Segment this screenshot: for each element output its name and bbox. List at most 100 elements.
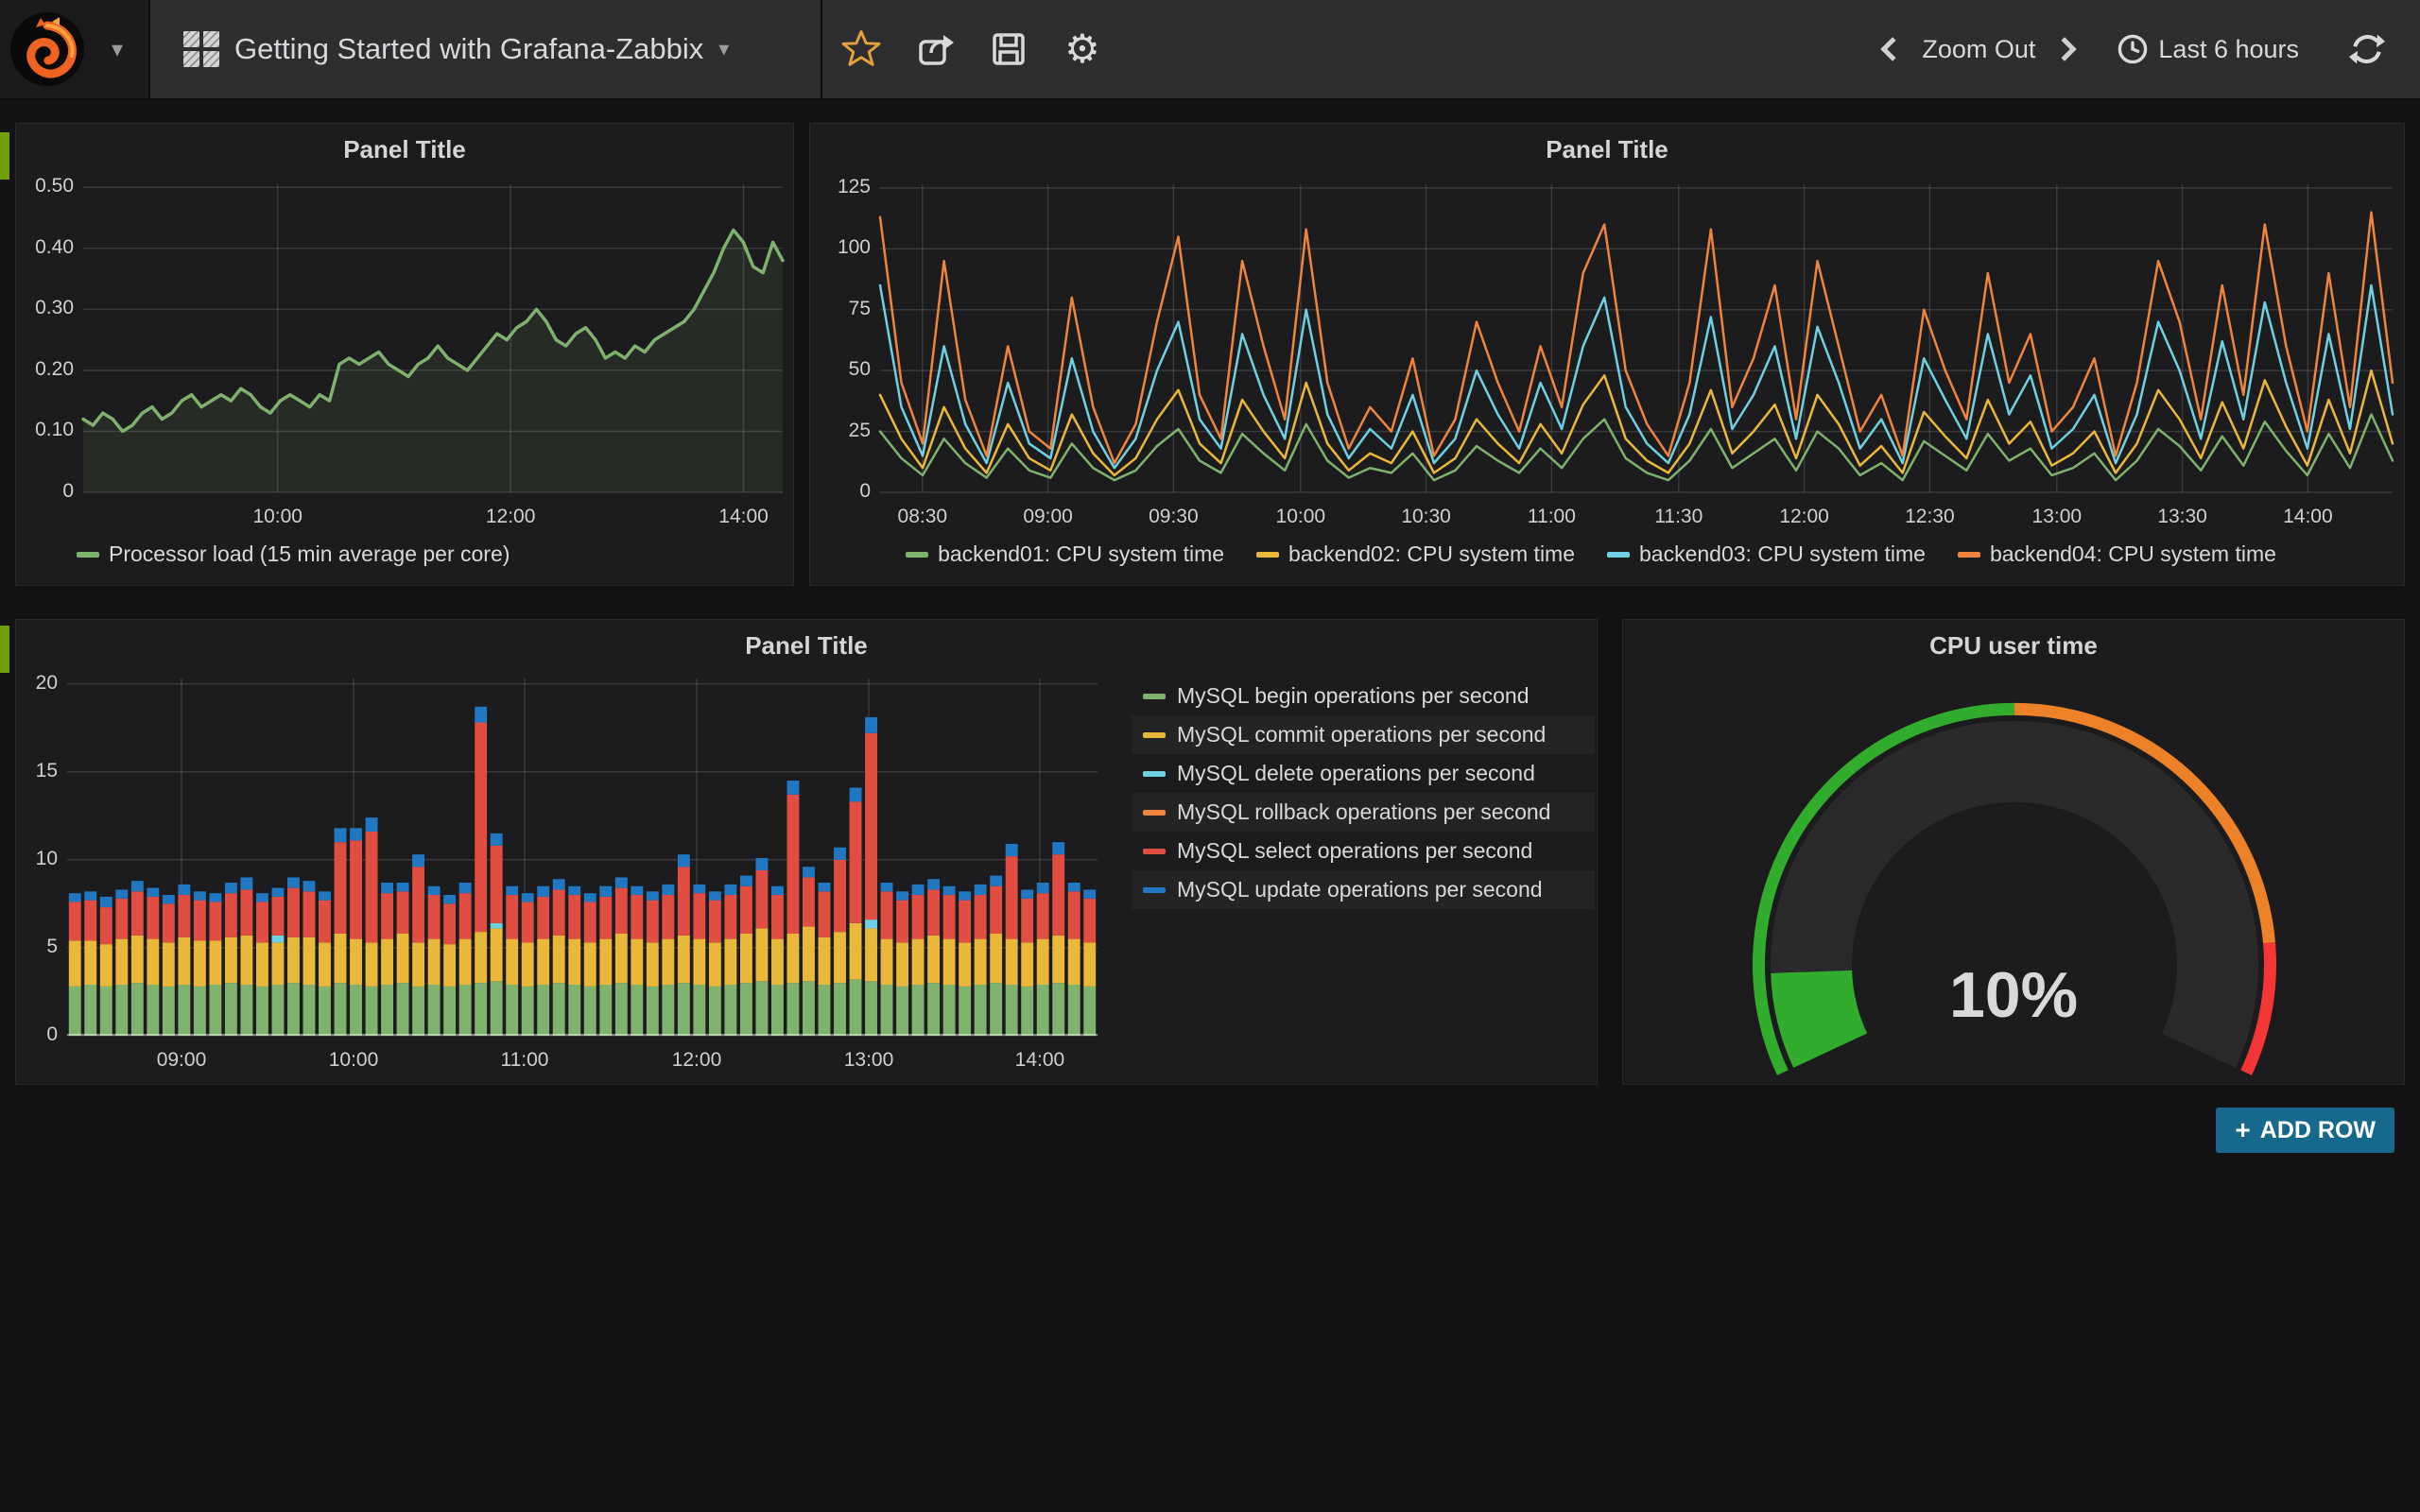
settings-button[interactable]: ⚙ — [1059, 0, 1106, 98]
x-axis-tick: 13:00 — [843, 1049, 894, 1071]
y-axis-tick: 0.40 — [35, 235, 74, 258]
legend-item[interactable]: MySQL delete operations per second — [1132, 754, 1595, 793]
panel-mysql-operations: Panel Title MySQL begin operations per s… — [15, 619, 1598, 1085]
legend-color-dash — [1143, 809, 1166, 816]
save-button[interactable] — [985, 0, 1032, 98]
panel-cpu-system-time: Panel Title backend01: CPU system time ba… — [809, 123, 2405, 586]
y-axis-tick: 20 — [35, 671, 58, 694]
cpu-user-time-gauge — [1623, 620, 2406, 1086]
star-icon — [841, 30, 881, 66]
y-axis-tick: 0.10 — [35, 419, 74, 441]
legend-item[interactable]: backend02: CPU system time — [1256, 541, 1575, 567]
legend-color-dash — [77, 551, 99, 558]
panel-title[interactable]: Panel Title — [1546, 135, 1668, 163]
chevron-left-icon[interactable] — [1880, 37, 1906, 61]
legend-series-label: backend04: CPU system time — [1989, 541, 2276, 566]
panel-title[interactable]: CPU user time — [1929, 631, 2098, 660]
gauge-value: 10% — [1948, 959, 2079, 1031]
x-axis-tick: 09:00 — [156, 1049, 207, 1071]
x-axis-tick: 09:00 — [1023, 506, 1073, 527]
zoom-out-button[interactable]: Zoom Out — [1922, 34, 2036, 63]
legend-item[interactable]: backend04: CPU system time — [1957, 541, 2276, 567]
x-axis-tick: 10:30 — [1401, 506, 1451, 527]
legend-item[interactable]: MySQL begin operations per second — [1132, 677, 1595, 715]
y-axis-tick: 25 — [848, 419, 871, 441]
legend-series-label: MySQL delete operations per second — [1177, 761, 1535, 785]
legend-color-dash — [1607, 551, 1630, 558]
gear-icon: ⚙ — [1064, 26, 1100, 71]
add-row-label: ADD ROW — [2259, 1116, 2376, 1143]
legend-series-label: MySQL begin operations per second — [1177, 683, 1530, 708]
x-axis-tick: 12:00 — [671, 1049, 722, 1071]
x-axis-tick: 13:00 — [2031, 506, 2083, 527]
legend-item[interactable]: MySQL update operations per second — [1132, 870, 1595, 909]
legend-color-dash — [1957, 551, 1980, 558]
share-button[interactable] — [911, 0, 959, 98]
legend-item[interactable]: MySQL select operations per second — [1132, 832, 1595, 870]
y-axis-tick: 125 — [837, 175, 871, 198]
dashboard-grid-icon — [183, 31, 219, 67]
legend-color-dash — [1143, 693, 1166, 699]
x-axis-tick: 14:00 — [718, 506, 769, 527]
x-axis-tick: 11:00 — [500, 1049, 549, 1071]
legend-series-label: backend02: CPU system time — [1288, 541, 1575, 566]
x-axis-tick: 10:00 — [252, 506, 302, 527]
x-axis-tick: 14:00 — [2283, 506, 2333, 527]
legend-series-label: MySQL update operations per second — [1177, 877, 1543, 902]
time-range-label: Last 6 hours — [2158, 34, 2299, 63]
y-axis-tick: 5 — [46, 935, 58, 957]
legend-item[interactable]: Processor load (15 min average per core) — [77, 541, 510, 567]
legend-color-dash — [906, 551, 929, 558]
star-button[interactable] — [838, 0, 885, 98]
y-axis-tick: 0 — [859, 480, 871, 502]
y-axis-tick: 15 — [35, 759, 58, 782]
refresh-button[interactable] — [2348, 30, 2386, 68]
x-axis-tick: 13:30 — [2157, 506, 2207, 527]
x-axis-tick: 11:30 — [1654, 506, 1703, 527]
row-toggle-strip[interactable] — [0, 626, 9, 673]
plus-icon: + — [2235, 1115, 2251, 1144]
y-axis-tick: 0 — [46, 1023, 58, 1045]
legend-color-dash — [1143, 886, 1166, 893]
y-axis-tick: 10 — [35, 847, 58, 869]
processor-load-plot[interactable] — [81, 184, 785, 493]
grafana-logo-icon — [10, 12, 84, 86]
x-axis-tick: 09:30 — [1149, 506, 1199, 527]
panel-cpu-user-time: CPU user time 10% — [1622, 619, 2405, 1085]
legend-series-label: backend01: CPU system time — [938, 541, 1225, 566]
legend-item[interactable]: backend01: CPU system time — [906, 541, 1224, 567]
cpu-system-time-plot[interactable] — [878, 184, 2394, 493]
panel-processor-load: Panel Title Processor load (15 min avera… — [15, 123, 794, 586]
legend-color-dash — [1143, 731, 1166, 738]
x-axis-tick: 08:30 — [897, 506, 948, 527]
x-axis-tick: 14:00 — [1014, 1049, 1065, 1071]
legend-item[interactable]: backend03: CPU system time — [1607, 541, 1926, 567]
share-icon — [919, 35, 954, 65]
legend-item[interactable]: MySQL commit operations per second — [1132, 715, 1595, 754]
legend-series-label: MySQL rollback operations per second — [1177, 799, 1551, 824]
legend-item[interactable]: MySQL rollback operations per second — [1132, 793, 1595, 832]
time-controls: Zoom Out Last 6 hours — [1880, 0, 2386, 98]
chevron-down-icon: ▾ — [112, 37, 124, 62]
dashboard-title-dropdown[interactable]: Getting Started with Grafana-Zabbix ▾ — [234, 0, 729, 98]
panel-title[interactable]: Panel Title — [343, 135, 466, 163]
chevron-right-icon[interactable] — [2052, 37, 2078, 61]
legend: MySQL begin operations per second MySQL c… — [1132, 677, 1595, 909]
panel-title[interactable]: Panel Title — [745, 631, 868, 660]
refresh-icon — [2348, 34, 2386, 64]
add-row-button[interactable]: + ADD ROW — [2216, 1108, 2394, 1153]
mysql-operations-plot[interactable] — [67, 679, 1098, 1037]
x-axis-tick: 12:00 — [485, 506, 536, 527]
x-axis-tick: 11:00 — [1527, 506, 1576, 527]
legend-color-dash — [1143, 770, 1166, 777]
y-axis-tick: 0.20 — [35, 357, 74, 380]
row-toggle-strip[interactable] — [0, 132, 9, 180]
x-axis-tick: 10:00 — [1275, 506, 1326, 527]
time-range-picker[interactable]: Last 6 hours — [2117, 33, 2299, 65]
grafana-logo-button[interactable]: ▾ — [0, 0, 150, 98]
navbar-divider — [821, 0, 822, 98]
y-axis-tick: 50 — [848, 358, 871, 381]
legend: Processor load (15 min average per core) — [77, 541, 542, 567]
clock-icon — [2118, 34, 2148, 64]
legend-color-dash — [1256, 551, 1280, 558]
